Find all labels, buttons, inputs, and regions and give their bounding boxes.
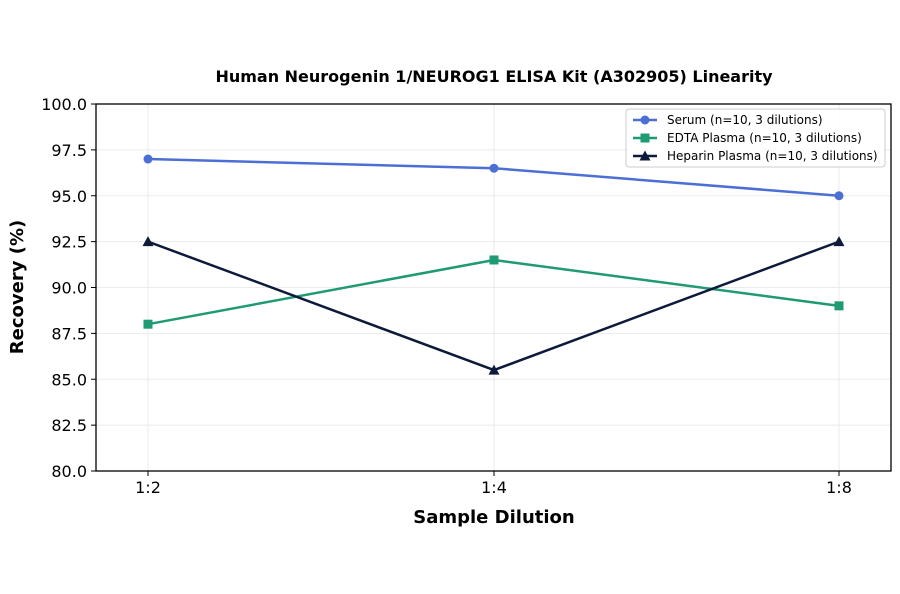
legend-marker	[640, 115, 650, 125]
data-point	[489, 255, 499, 265]
series-circle	[143, 154, 844, 201]
legend-marker	[640, 133, 650, 143]
data-point	[489, 163, 499, 173]
y-tick-label: 82.5	[51, 416, 87, 435]
x-tick-label: 1:4	[481, 478, 507, 497]
series-line	[147, 258, 840, 326]
axis-ticks: 80.0 82.5 85.0 87.5 90.0 92.5 95.0 97.5 100.0 1:2…	[41, 95, 852, 497]
data-point	[143, 154, 153, 164]
chart-title: Human Neurogenin 1/NEUROG1 ELISA Kit (A3…	[215, 67, 773, 86]
data-point	[143, 319, 153, 329]
data-point	[488, 364, 500, 375]
series-triangle	[142, 236, 845, 375]
legend-item: Serum (n=10, 3 dilutions)	[633, 113, 823, 127]
legend-label: Serum (n=10, 3 dilutions)	[667, 113, 823, 127]
legend-marker	[639, 150, 651, 161]
legend-item: EDTA Plasma (n=10, 3 dilutions)	[633, 131, 862, 145]
y-tick-label: 92.5	[51, 233, 87, 252]
series-layer	[142, 154, 845, 375]
data-point	[833, 236, 845, 247]
y-tick-label: 80.0	[51, 462, 87, 481]
x-tick-label: 1:8	[826, 478, 852, 497]
series-square	[143, 255, 844, 329]
y-tick-label: 85.0	[51, 370, 87, 389]
legend-label: Heparin Plasma (n=10, 3 dilutions)	[667, 149, 878, 163]
x-axis-label: Sample Dilution	[413, 507, 574, 528]
y-tick-label: 100.0	[41, 95, 87, 114]
data-point	[142, 236, 154, 247]
legend-label: EDTA Plasma (n=10, 3 dilutions)	[667, 131, 862, 145]
y-tick-label: 97.5	[51, 141, 87, 160]
y-axis-label: Recovery (%)	[7, 220, 28, 354]
data-point	[834, 301, 844, 311]
legend-item: Heparin Plasma (n=10, 3 dilutions)	[633, 149, 878, 163]
legend: Serum (n=10, 3 dilutions) EDTA Plasma (n=…	[625, 108, 886, 168]
y-tick-label: 95.0	[51, 187, 87, 206]
y-tick-label: 90.0	[51, 279, 87, 298]
x-tick-label: 1:2	[135, 478, 161, 497]
y-tick-label: 87.5	[51, 324, 87, 343]
data-point	[834, 191, 844, 201]
legend-box	[625, 108, 886, 168]
